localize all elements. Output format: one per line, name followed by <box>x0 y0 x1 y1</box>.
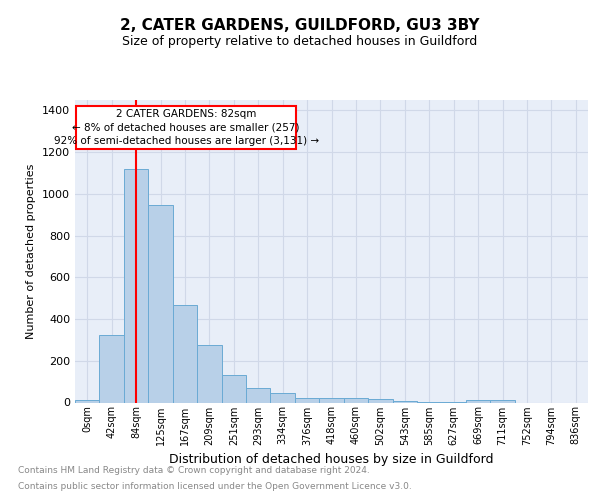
Bar <box>271 393 295 402</box>
Text: 92% of semi-detached houses are larger (3,131) →: 92% of semi-detached houses are larger (… <box>53 136 319 146</box>
Bar <box>221 376 246 402</box>
Text: Contains HM Land Registry data © Crown copyright and database right 2024.: Contains HM Land Registry data © Crown c… <box>18 466 370 475</box>
Bar <box>148 206 173 402</box>
Bar <box>100 334 124 402</box>
Bar <box>173 306 197 402</box>
Bar <box>246 388 271 402</box>
Bar <box>466 400 490 402</box>
Bar <box>368 400 392 402</box>
Bar <box>490 400 515 402</box>
FancyBboxPatch shape <box>76 106 296 149</box>
Bar <box>295 398 319 402</box>
Text: Contains public sector information licensed under the Open Government Licence v3: Contains public sector information licen… <box>18 482 412 491</box>
Bar <box>124 169 148 402</box>
Text: 2, CATER GARDENS, GUILDFORD, GU3 3BY: 2, CATER GARDENS, GUILDFORD, GU3 3BY <box>120 18 480 32</box>
Text: Size of property relative to detached houses in Guildford: Size of property relative to detached ho… <box>122 35 478 48</box>
Bar <box>344 398 368 402</box>
Bar <box>319 398 344 402</box>
Text: ← 8% of detached houses are smaller (257): ← 8% of detached houses are smaller (257… <box>73 123 300 133</box>
Text: 2 CATER GARDENS: 82sqm: 2 CATER GARDENS: 82sqm <box>116 110 256 120</box>
X-axis label: Distribution of detached houses by size in Guildford: Distribution of detached houses by size … <box>169 453 494 466</box>
Bar <box>75 400 100 402</box>
Y-axis label: Number of detached properties: Number of detached properties <box>26 164 37 339</box>
Bar <box>197 345 221 403</box>
